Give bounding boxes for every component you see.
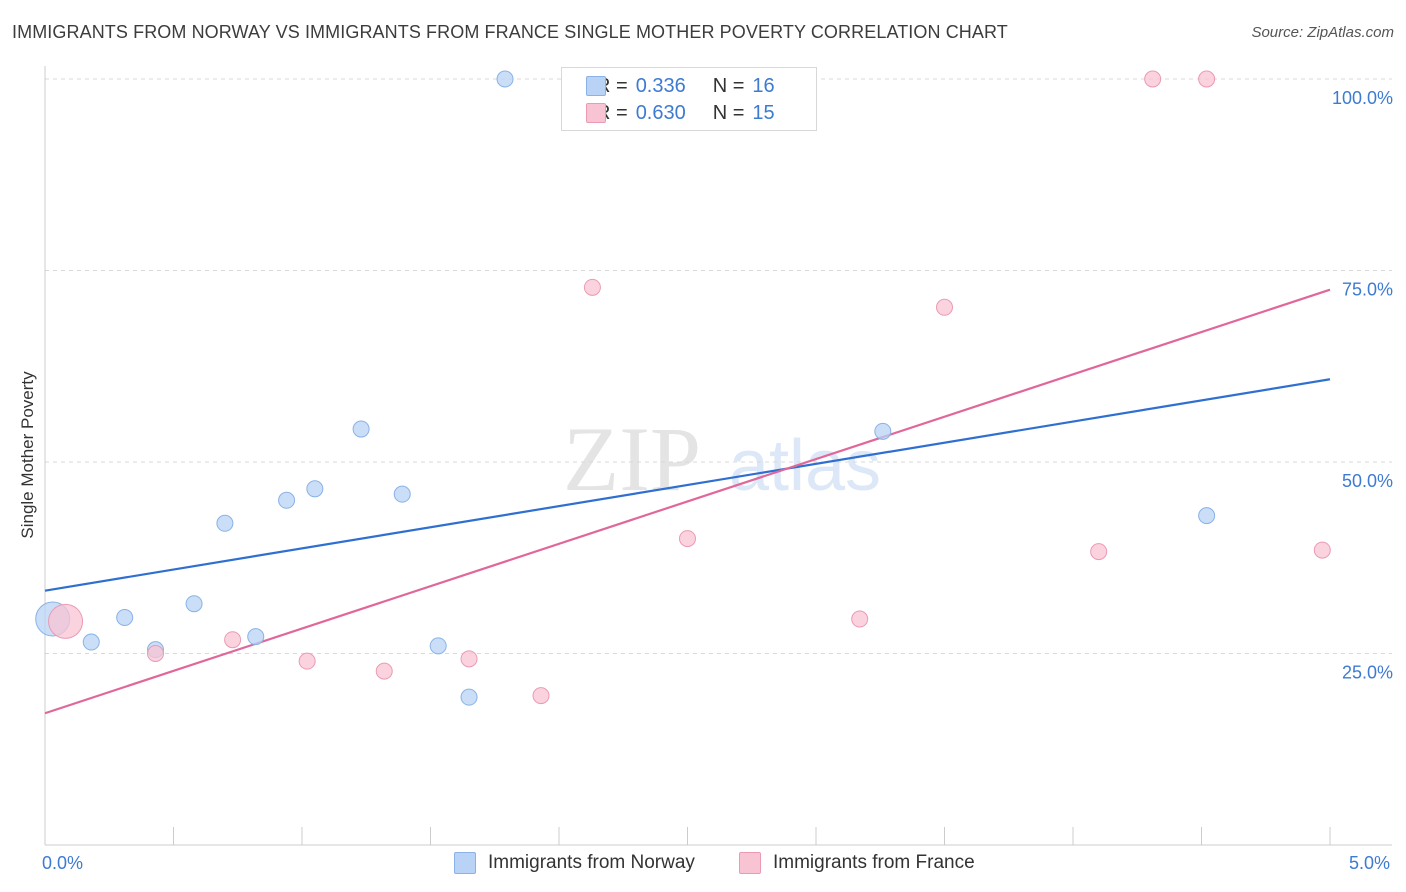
data-point-norway bbox=[278, 491, 296, 509]
legend-n-label: N = bbox=[712, 74, 745, 97]
y-tick-label: 50.0% bbox=[1342, 471, 1393, 491]
legend-n-value: 15 bbox=[752, 101, 775, 124]
data-point-norway bbox=[496, 70, 514, 88]
legend-n-value: 16 bbox=[752, 74, 775, 97]
data-point-france bbox=[936, 298, 953, 316]
x-tick-label-max: 5.0% bbox=[1349, 853, 1391, 873]
data-point-norway bbox=[216, 514, 234, 532]
data-point-norway bbox=[460, 688, 478, 706]
data-point-norway bbox=[393, 485, 411, 503]
legend-label-norway: Immigrants from Norway bbox=[488, 852, 695, 873]
y-tick-label: 100.0% bbox=[1332, 88, 1393, 108]
x-tick-label-min: 0.0% bbox=[42, 853, 84, 873]
data-point-france bbox=[298, 652, 316, 670]
data-point-norway bbox=[82, 633, 100, 651]
bottom-legend-norway: Immigrants from Norway bbox=[454, 852, 695, 874]
legend-r-value: 0.630 bbox=[635, 101, 686, 124]
data-point-norway bbox=[185, 595, 203, 613]
data-point-france bbox=[147, 645, 165, 662]
data-point-norway bbox=[116, 608, 134, 626]
data-point-france bbox=[851, 610, 869, 628]
trend-line-france bbox=[44, 288, 1331, 715]
data-point-france bbox=[532, 687, 550, 705]
legend-row-france: R = 0.630 N = 15 bbox=[586, 101, 775, 125]
data-point-norway bbox=[874, 422, 892, 440]
data-point-france bbox=[375, 662, 393, 680]
legend-r-value: 0.336 bbox=[635, 74, 686, 97]
data-point-france bbox=[48, 603, 84, 639]
data-point-france bbox=[679, 530, 696, 548]
source-label: Source: ZipAtlas.com bbox=[1251, 24, 1394, 41]
legend-swatch-france bbox=[586, 103, 606, 123]
legend-swatch-france bbox=[739, 852, 761, 874]
data-point-norway bbox=[306, 480, 324, 498]
data-point-france bbox=[1144, 70, 1162, 88]
data-point-norway bbox=[247, 628, 265, 646]
legend-row-norway: R = 0.336 N = 16 bbox=[586, 74, 775, 98]
data-point-france bbox=[1313, 541, 1331, 559]
legend-swatch-norway bbox=[586, 76, 606, 96]
y-axis-label: Single Mother Poverty bbox=[18, 371, 37, 539]
bottom-legend-france: Immigrants from France bbox=[739, 852, 975, 874]
data-point-norway bbox=[352, 420, 370, 438]
watermark: ZIP atlas bbox=[563, 408, 881, 510]
data-point-france bbox=[224, 631, 242, 649]
data-point-france bbox=[1198, 70, 1216, 88]
data-point-norway bbox=[1198, 507, 1216, 525]
data-point-france bbox=[1090, 543, 1108, 561]
trend-line-norway bbox=[44, 378, 1331, 592]
data-point-norway bbox=[429, 637, 447, 655]
legend-label-france: Immigrants from France bbox=[773, 852, 975, 873]
data-point-france bbox=[583, 278, 601, 296]
data-point-france bbox=[460, 650, 478, 668]
y-tick-label: 25.0% bbox=[1342, 663, 1393, 683]
legend-swatch-norway bbox=[454, 852, 476, 874]
legend: R = 0.336 N = 16 R = 0.630 N = 15 bbox=[561, 67, 817, 131]
chart-title: IMMIGRANTS FROM NORWAY VS IMMIGRANTS FRO… bbox=[12, 22, 1008, 42]
y-tick-label: 75.0% bbox=[1342, 280, 1393, 300]
legend-n-label: N = bbox=[712, 101, 745, 124]
